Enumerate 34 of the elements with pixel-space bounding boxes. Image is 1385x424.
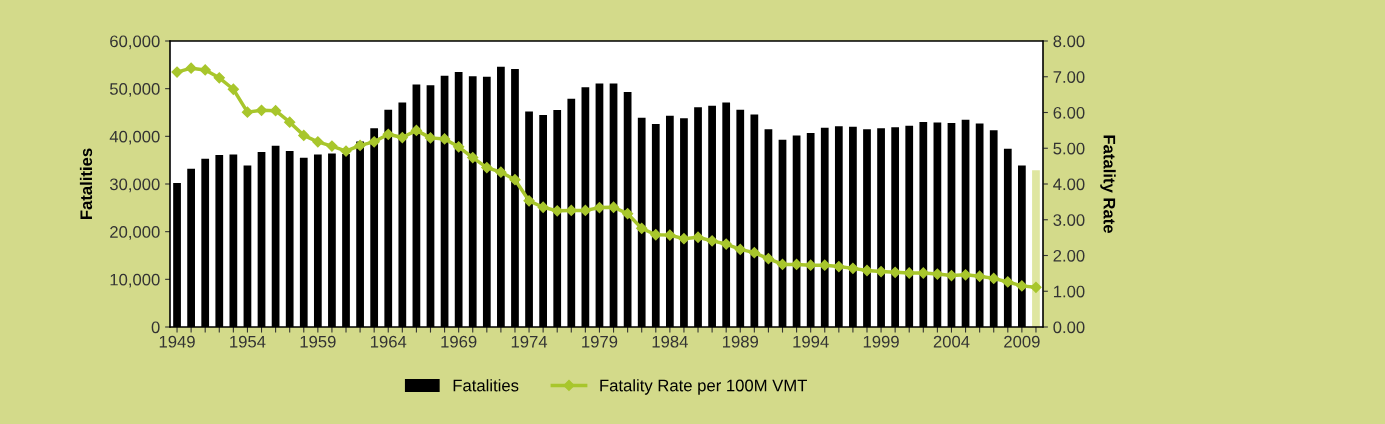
y-tick-label: 40,000 bbox=[109, 130, 160, 145]
x-tick-label: 1974 bbox=[511, 335, 548, 348]
y2-tick-label: 0.00 bbox=[1053, 321, 1085, 334]
x-tick-label: 1979 bbox=[582, 335, 618, 348]
y-tick-label: 50,000 bbox=[109, 83, 160, 97]
y-axis-title: Fatalities bbox=[79, 148, 93, 220]
y2-tick-label: 1.00 bbox=[1053, 285, 1085, 298]
legend-label: Fatality Rate per 100M VMT bbox=[600, 379, 808, 395]
x-tick-label: 2004 bbox=[933, 335, 970, 348]
legend-label: Fatalities bbox=[453, 379, 519, 392]
y-tick-label: 60,000 bbox=[110, 35, 160, 50]
y-tick-label: 20,000 bbox=[110, 226, 160, 240]
y-tick-label: 0 bbox=[151, 321, 160, 334]
y2-tick-label: 8.00 bbox=[1053, 35, 1085, 48]
x-tick-label: 1984 bbox=[652, 335, 688, 348]
y2-tick-label: 3.00 bbox=[1053, 214, 1085, 226]
bar bbox=[1032, 170, 1040, 327]
y2-tick-label: 5.00 bbox=[1053, 142, 1085, 155]
y2-axis-title: Fatality Rate bbox=[1100, 135, 1116, 233]
y-tick-label: 30,000 bbox=[109, 178, 160, 193]
y2-tick-label: 4.00 bbox=[1053, 178, 1085, 191]
x-tick-label: 2009 bbox=[1004, 335, 1040, 348]
y-tick-label: 10,000 bbox=[110, 273, 160, 288]
y2-tick-label: 2.00 bbox=[1053, 249, 1085, 262]
x-tick-label: 1959 bbox=[300, 335, 336, 348]
x-tick-label: 1949 bbox=[159, 335, 195, 348]
x-tick-label: 1954 bbox=[230, 335, 266, 348]
x-tick-label: 1989 bbox=[723, 335, 759, 348]
x-tick-label: 1999 bbox=[863, 335, 899, 348]
x-tick-label: 1969 bbox=[441, 335, 477, 348]
x-tick-label: 1964 bbox=[370, 335, 407, 348]
x-tick-label: 1994 bbox=[793, 335, 829, 348]
y2-tick-label: 6.00 bbox=[1053, 106, 1085, 119]
y2-tick-label: 7.00 bbox=[1053, 71, 1085, 83]
